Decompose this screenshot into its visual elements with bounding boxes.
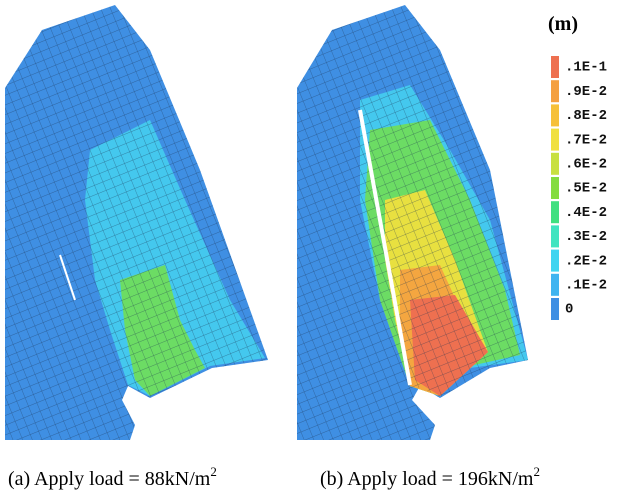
legend-swatch	[551, 249, 559, 272]
legend-swatch	[551, 298, 559, 320]
legend-swatch	[551, 177, 559, 199]
legend-label: .5E-2	[565, 181, 607, 197]
caption-text: (b) Apply load = 196kN/m	[320, 468, 534, 490]
legend-label: .1E-2	[565, 278, 607, 294]
caption-a: (a) Apply load = 88kN/m2	[8, 464, 217, 490]
legend-swatch	[551, 225, 559, 248]
mesh-lines	[5, 5, 268, 440]
legend-label: .3E-2	[565, 229, 607, 245]
legend-swatch	[551, 201, 559, 224]
legend-label: .1E-1	[565, 60, 607, 76]
unit-label: (m)	[548, 13, 578, 35]
legend-label: .4E-2	[565, 205, 607, 221]
legend-swatch	[551, 56, 559, 78]
crack	[358, 109, 412, 386]
legend-swatch	[551, 152, 559, 175]
caption-text: (a) Apply load = 88kN/m	[8, 468, 211, 490]
legend-label: .2E-2	[565, 253, 607, 269]
legend-label: .8E-2	[565, 108, 607, 124]
legend-label: .7E-2	[565, 132, 607, 148]
legend-swatch	[551, 104, 559, 127]
caption-superscript: 2	[534, 464, 541, 479]
mesh-lines	[297, 5, 528, 440]
model-b	[297, 5, 528, 440]
legend-swatch	[551, 273, 559, 296]
legend-label: 0	[565, 302, 573, 318]
model-a	[5, 5, 268, 440]
crack	[59, 254, 76, 301]
caption-b: (b) Apply load = 196kN/m2	[320, 464, 540, 490]
caption-superscript: 2	[210, 464, 217, 479]
legend: .1E-1 .9E-2 .8E-2 .7E-2 .6E-2 .5E-2 .4E-2 .3E-2…	[551, 56, 607, 320]
legend-label: .9E-2	[565, 84, 607, 100]
legend-swatch	[551, 128, 559, 151]
legend-label: .6E-2	[565, 157, 607, 173]
legend-swatch	[551, 80, 559, 103]
